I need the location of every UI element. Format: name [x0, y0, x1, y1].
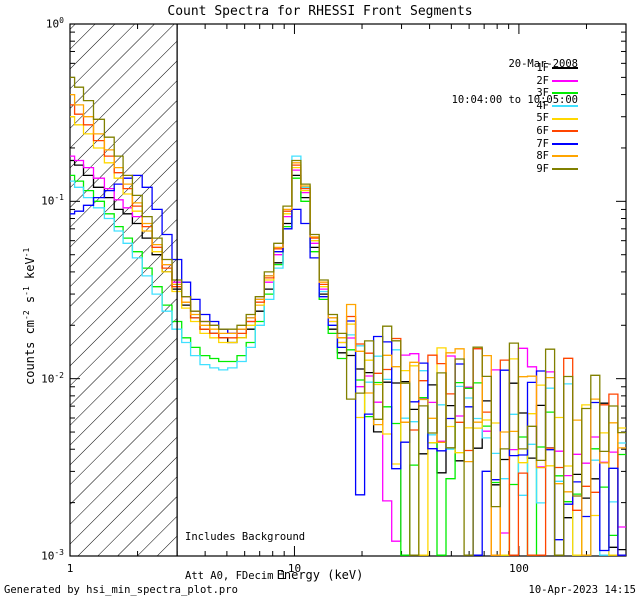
legend-item-5f: 5F	[470, 112, 578, 125]
legend-label: 8F	[536, 150, 549, 163]
date-line-2: 10:04:00 to 10:05:00	[451, 94, 578, 106]
legend-swatch	[552, 130, 578, 133]
legend-swatch	[552, 79, 578, 82]
legend-item-7f: 7F	[470, 138, 578, 151]
y-tick-1e-1: 10-1	[41, 193, 64, 208]
legend-item-1f: 1F	[470, 62, 578, 75]
annotation-line-1: Includes Background	[185, 531, 306, 543]
legend-label: 9F	[536, 162, 549, 175]
legend-label: 5F	[536, 112, 549, 125]
hatched-exclusion-band	[69, 23, 178, 557]
series-line-9f	[70, 76, 626, 556]
legend-swatch	[552, 168, 578, 171]
x-tick-10: 10	[287, 562, 302, 575]
footer-timestamp: 10-Apr-2023 14:15	[528, 584, 636, 596]
y-tick-1e-2: 10-2	[41, 370, 64, 386]
observation-datestamp: 20-Mar-2008 10:04:00 to 10:05:00	[300, 34, 578, 130]
annotation-line-2: Att A0, FDecim 1	[185, 570, 287, 582]
data-series-group	[70, 76, 626, 556]
y-tick-1e-3: 10-3	[41, 548, 64, 563]
chart-annotation: Includes Background Att A0, FDecim 1	[185, 505, 305, 609]
legend-item-4f: 4F	[470, 100, 578, 113]
footer-generator-text: Generated by hsi_min_spectra_plot.pro	[4, 584, 238, 596]
chart-title: Count Spectra for RHESSI Front Segments	[167, 4, 473, 19]
legend-swatch	[552, 67, 578, 70]
legend-item-3f: 3F	[470, 87, 578, 100]
chart-legend: 1F 2F 3F 4F 5F 6F 7F 8F 9F	[470, 62, 578, 175]
legend-swatch	[552, 105, 578, 108]
series-line-8f	[70, 93, 626, 556]
legend-label: 3F	[536, 87, 549, 100]
legend-swatch	[552, 92, 578, 95]
y-tick-1e0: 100	[45, 16, 64, 31]
legend-label: 4F	[536, 99, 549, 112]
legend-label: 2F	[536, 74, 549, 87]
legend-label: 1F	[536, 62, 549, 74]
legend-item-2f: 2F	[470, 75, 578, 88]
series-line-7f	[70, 174, 626, 556]
legend-label: 7F	[536, 137, 549, 150]
legend-item-9f: 9F	[470, 163, 578, 176]
date-line-1: 20-Mar-2008	[508, 58, 578, 70]
plot-frame	[69, 23, 627, 557]
axis-ticks	[69, 23, 627, 557]
legend-swatch	[552, 155, 578, 158]
x-tick-100: 100	[508, 562, 529, 575]
legend-item-6f: 6F	[470, 125, 578, 138]
legend-item-8f: 8F	[470, 150, 578, 163]
x-tick-1: 1	[66, 562, 74, 575]
legend-swatch	[552, 117, 578, 120]
legend-label: 6F	[536, 124, 549, 137]
x-axis-label: Energy (keV)	[276, 568, 364, 582]
legend-swatch	[552, 142, 578, 145]
